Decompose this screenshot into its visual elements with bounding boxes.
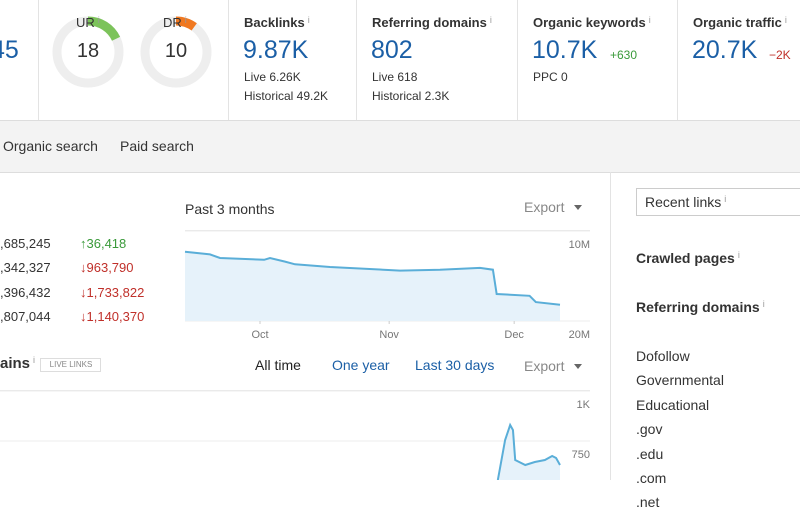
label: Recent links <box>645 194 721 210</box>
export-arrow <box>574 205 582 210</box>
x-tick-label: Oct <box>251 329 268 341</box>
sidebar-item: .gov <box>636 421 662 437</box>
info-icon: i <box>649 15 651 25</box>
tab[interactable]: Organic search <box>3 138 98 154</box>
label: DR <box>163 15 182 30</box>
y-tick-label: 10M <box>569 239 590 251</box>
gauge-value: 18 <box>58 40 118 63</box>
chart-title: Past 3 months <box>185 201 275 217</box>
table-cell: ,396,432 <box>0 285 51 300</box>
metric-sub: PPC 0 <box>533 70 568 84</box>
export[interactable]: Export <box>524 358 564 374</box>
table-cell: ↓1,733,822 <box>80 285 144 300</box>
table-cell: ,807,044 <box>0 309 51 324</box>
info-icon: i <box>724 194 726 204</box>
x-tick-label: Dec <box>504 329 524 341</box>
label: Crawled pages <box>636 250 735 266</box>
range-option[interactable]: One year <box>332 357 390 373</box>
metric-sub: Live 618 <box>372 70 417 84</box>
info-icon: i <box>98 15 100 25</box>
range-option[interactable]: All time <box>255 357 301 373</box>
metric-sub: Historical 49.2K <box>244 89 328 103</box>
table-cell: ,685,245 <box>0 236 51 251</box>
sidebar-item: Dofollow <box>636 348 690 364</box>
metric-value: 802 <box>371 36 413 65</box>
info-icon: i <box>490 15 492 25</box>
sidebar-item: .net <box>636 494 659 510</box>
metric-sub: Historical 2.3K <box>372 89 449 103</box>
export[interactable]: Export <box>524 199 564 215</box>
info-icon: i <box>185 15 187 25</box>
table-cell: ↑36,418 <box>80 236 126 251</box>
table-cell: ,342,327 <box>0 260 51 275</box>
label: Organic keywords <box>533 15 646 30</box>
table-cell: ↓963,790 <box>80 260 134 275</box>
title: ains <box>0 355 30 372</box>
info-icon: i <box>738 250 740 260</box>
label: UR <box>76 15 95 30</box>
y-tick-label: 20M <box>569 329 590 341</box>
badge: LIVE LINKS <box>41 360 101 369</box>
info-icon: i <box>33 355 35 365</box>
label: Referring domains <box>372 15 487 30</box>
range-option[interactable]: Last 30 days <box>415 357 494 373</box>
label: Referring domains <box>636 299 760 315</box>
info-icon: i <box>785 15 787 25</box>
sidebar-item: Governmental <box>636 372 724 388</box>
y-tick-label: 1K <box>577 399 591 411</box>
info-icon: i <box>308 15 310 25</box>
metric-value: 20.7K <box>692 36 757 65</box>
partial-value: 45 <box>0 36 19 65</box>
label: Organic traffic <box>693 15 782 30</box>
metric-change: +630 <box>610 48 637 62</box>
metric-value: 10.7K <box>532 36 597 65</box>
area <box>185 252 560 321</box>
gauge-value: 10 <box>146 40 206 63</box>
metric-change: −2K <box>769 48 791 62</box>
metric-value: 9.87K <box>243 36 308 65</box>
y-tick-label: 750 <box>572 449 590 461</box>
info-icon: i <box>763 299 765 309</box>
metric-sub: Live 6.26K <box>244 70 301 84</box>
table-cell: ↓1,140,370 <box>80 309 144 324</box>
sidebar-item: .edu <box>636 446 663 462</box>
export-arrow <box>574 364 582 369</box>
sidebar-item: Educational <box>636 397 709 413</box>
label: Backlinks <box>244 15 305 30</box>
sidebar-item: .com <box>636 470 666 486</box>
x-tick-label: Nov <box>379 329 399 341</box>
tab[interactable]: Paid search <box>120 138 194 154</box>
